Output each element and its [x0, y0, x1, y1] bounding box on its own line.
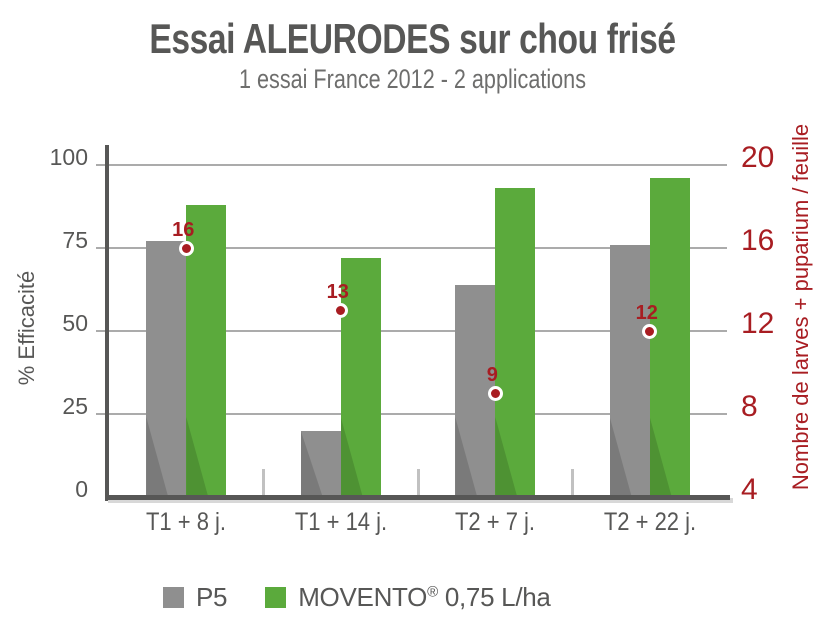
category-label-2: T2 + 7 j. [455, 508, 536, 536]
bottom-axis-line [105, 495, 730, 500]
chart-subtitle: 1 essai France 2012 - 2 applications [238, 64, 587, 94]
right-tick-4: 4 [741, 473, 758, 506]
bar-shade [495, 416, 518, 497]
bar-shade [300, 430, 323, 497]
chart-title: Essai ALEURODES sur chou frisé [149, 15, 676, 62]
bar-p5-1 [300, 430, 341, 497]
bar-shade [186, 416, 209, 497]
category-separator [416, 469, 420, 495]
movento-legend-label: MOVENTO® 0,75 L/ha [298, 582, 551, 612]
point-label-3: 12 [635, 302, 658, 324]
right-tick-12: 12 [741, 307, 775, 340]
bar-movento-0 [186, 204, 227, 497]
bar-shade [609, 416, 632, 497]
point-dot-0 [178, 240, 194, 256]
bar-movento-2 [495, 188, 536, 497]
gridline-100 [96, 164, 727, 166]
bar-movento-1 [340, 257, 381, 497]
point-dot-2 [487, 385, 503, 401]
left-tick-100: 100 [49, 144, 88, 170]
legend-item-movento: MOVENTO® 0,75 L/ha [265, 582, 551, 613]
right-tick-8: 8 [741, 390, 758, 423]
bar-shade [649, 416, 672, 497]
bar-shade [455, 416, 478, 497]
bar-shade [340, 416, 363, 497]
bar-shade [146, 416, 169, 497]
point-dot-3 [642, 323, 658, 339]
category-label-3: T2 + 22 j. [603, 508, 696, 536]
category-label-1: T1 + 14 j. [294, 508, 387, 536]
left-tick-0: 0 [75, 476, 88, 502]
category-separator [262, 469, 265, 495]
bar-p5-3 [609, 244, 650, 497]
p5-color-swatch [163, 587, 184, 608]
gridline-50 [96, 330, 727, 332]
gridline-25 [96, 413, 727, 415]
bar-p5-0 [146, 241, 187, 497]
left-axis-line [105, 145, 109, 501]
point-label-2: 9 [486, 364, 498, 387]
left-tick-50: 50 [62, 310, 88, 336]
p5-legend-label: P5 [196, 582, 228, 612]
bar-movento-3 [649, 178, 690, 497]
point-dot-1 [333, 302, 349, 318]
legend: P5 MOVENTO® 0,75 L/ha [163, 582, 551, 613]
gridline-75 [96, 247, 727, 249]
category-separator [571, 469, 574, 495]
legend-item-p5: P5 [163, 582, 228, 613]
right-tick-20: 20 [741, 141, 775, 174]
category-label-0: T1 + 8 j. [146, 508, 227, 536]
right-tick-16: 16 [741, 224, 775, 257]
point-label-0: 16 [172, 219, 195, 241]
left-tick-25: 25 [62, 393, 88, 419]
point-label-1: 13 [326, 281, 349, 304]
left-tick-75: 75 [62, 227, 88, 253]
movento-color-swatch [265, 587, 287, 608]
